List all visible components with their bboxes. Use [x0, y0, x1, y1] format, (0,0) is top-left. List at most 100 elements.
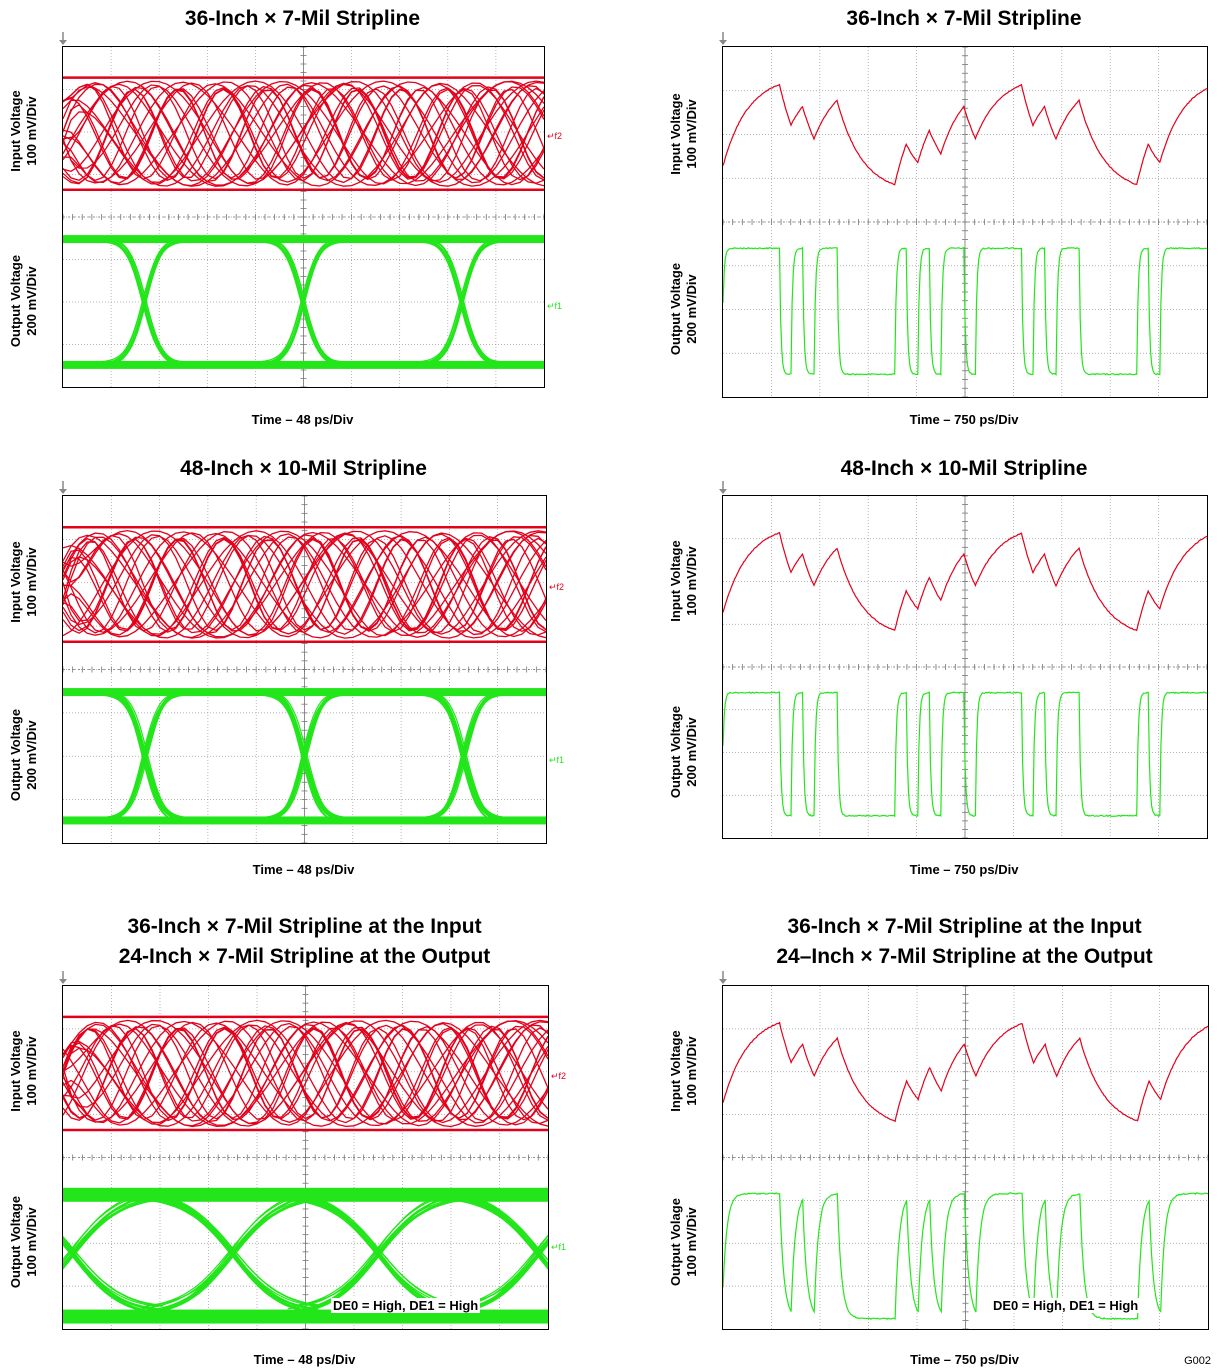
- x-axis-label: Time – 750 ps/Div: [909, 862, 1019, 877]
- output-eye-edge: [63, 238, 67, 241]
- output-eye-edge: [63, 689, 68, 692]
- output-eye-edge: [264, 690, 350, 821]
- input-eye-traces: [63, 76, 544, 192]
- input-eye-traces: [63, 525, 546, 643]
- scope-plot: [722, 985, 1209, 1330]
- marker-arrow-icon: ↵: [551, 1242, 559, 1253]
- output-eye-edge: [63, 692, 67, 694]
- marker-arrow-icon: ↵: [549, 755, 557, 766]
- input-eye-trace: [63, 530, 546, 636]
- output-eye-edge: [100, 692, 186, 821]
- y-axis-label-bot: Output Voltage 100 mV/Div: [8, 1167, 40, 1317]
- y-axis-scale: 200 mV/Div: [24, 720, 39, 790]
- marker-label: f2: [556, 581, 565, 592]
- y-axis-scale: 100 mV/Div: [24, 1036, 39, 1106]
- y-axis-label-top: Input Voltage 100 mV/Div: [668, 996, 700, 1146]
- y-axis-name: Input Voltage: [8, 541, 23, 623]
- input-eye-trace: [63, 81, 544, 187]
- output-eye-edge: [63, 1237, 164, 1307]
- output-eye-rail-high: [63, 235, 544, 244]
- x-axis-label: Time – 48 ps/Div: [251, 412, 354, 427]
- y-axis-label-top: Input Voltage 100 mV/Div: [8, 996, 40, 1146]
- output-eye-edge: [260, 692, 345, 821]
- panel-title-line: 36-Inch × 7-Mil Stripline: [846, 7, 1082, 30]
- output-eye-edge: [63, 692, 65, 695]
- y-axis-scale: 100 mV/Div: [684, 1207, 699, 1277]
- scope-plot: [62, 495, 547, 844]
- panel-title: 36-Inch × 7-Mil Stripline at the Input 24…: [682, 912, 1225, 972]
- marker-arrow-icon: ↵: [551, 1070, 559, 1081]
- output-waveform: [723, 1192, 1208, 1320]
- input-waveform: [723, 531, 1207, 632]
- scope-svg: [63, 47, 544, 387]
- y-axis-name: Output Voltage: [668, 262, 683, 355]
- y-axis-label-bot: Output Volage 100 mV/Div: [668, 1167, 700, 1317]
- output-eye-edge: [63, 239, 66, 241]
- y-axis-name: Input Voltage: [668, 539, 683, 622]
- channel-marker-top: ↵f2: [547, 131, 562, 142]
- output-eye-edge: [63, 238, 67, 241]
- output-eye-edge: [418, 690, 504, 823]
- output-eye-edge: [291, 1197, 468, 1312]
- output-eye-edge: [63, 816, 67, 819]
- input-eye-trace: [63, 530, 546, 639]
- output-eye-rail-low: [63, 816, 546, 825]
- y-axis-name: Output Volage: [668, 1198, 683, 1287]
- output-eye-edge: [63, 237, 68, 240]
- y-axis-scale: 100 mV/Div: [24, 547, 39, 617]
- input-eye-trace: [63, 1019, 548, 1127]
- output-eye-edge: [105, 690, 191, 821]
- x-axis-label: Time – 750 ps/Div: [910, 1352, 1019, 1367]
- input-eye-trace: [63, 1020, 548, 1125]
- scope-plot: [62, 46, 545, 388]
- input-eye-trace: [63, 81, 544, 186]
- output-eye-edge: [63, 816, 69, 819]
- panel-title-line: 48-Inch × 10-Mil Stripline: [180, 457, 427, 480]
- panel-title-line: 48-Inch × 10-Mil Stripline: [840, 457, 1088, 480]
- input-eye-trace: [63, 80, 544, 187]
- output-eye-traces: [63, 235, 544, 369]
- input-eye-trace: [63, 533, 546, 639]
- grid: [723, 986, 1208, 1329]
- scope-plot: [62, 985, 549, 1330]
- input-eye-trace: [63, 81, 544, 186]
- output-eye-edge: [259, 240, 344, 363]
- output-eye-edge: [63, 364, 67, 367]
- y-axis-scale: 100 mV/Div: [24, 96, 39, 166]
- y-axis-label-bot: Output Voltage 200 mV/Div: [8, 680, 40, 830]
- output-eye-edge: [451, 1197, 548, 1265]
- input-eye-trace: [63, 532, 546, 639]
- output-eye-rail-low: [63, 360, 544, 369]
- panel-title-line: 24-Inch × 7-Mil Stripline at the Output: [118, 945, 491, 968]
- figure-id: G002: [1184, 1355, 1211, 1367]
- scope-svg: [723, 986, 1208, 1329]
- y-axis-label-bot: Output Voltage 200 mV/Div: [8, 226, 40, 376]
- output-waveform: [723, 246, 1207, 376]
- y-axis-label-top: Input Voltage 100 mV/Div: [8, 507, 40, 657]
- input-waveform: [723, 1021, 1208, 1123]
- output-eye-edge: [63, 821, 65, 823]
- input-eye-trace: [63, 1021, 548, 1127]
- input-eye-trace: [63, 81, 544, 186]
- output-eye-edge: [261, 693, 347, 819]
- y-axis-scale: 100 mV/Div: [684, 98, 699, 169]
- panel-title-line: 36-Inch × 7-Mil Stripline at the Input: [787, 915, 1142, 938]
- output-eye-edge: [63, 821, 64, 823]
- input-eye-trace: [63, 82, 544, 186]
- output-eye-edge: [63, 365, 66, 368]
- scope-svg: [63, 986, 548, 1329]
- output-eye-rail-low: [63, 1309, 548, 1324]
- panel-title: 48-Inch × 10-Mil Stripline: [682, 454, 1225, 484]
- output-eye-edge: [259, 690, 345, 823]
- y-axis-name: Output Voltage: [668, 705, 683, 798]
- output-eye-edge: [63, 361, 65, 363]
- y-axis-name: Output Voltage: [8, 1196, 23, 1289]
- output-eye-edge: [103, 238, 189, 365]
- y-axis-scale: 200 mV/Div: [24, 266, 39, 336]
- scope-svg: [723, 47, 1207, 397]
- y-axis-label-top: Input Voltage 100 mV/Div: [8, 56, 40, 206]
- output-eye-edge: [103, 693, 189, 821]
- input-eye-trace: [63, 80, 544, 187]
- scope-svg: [63, 496, 546, 843]
- input-eye-trace: [63, 530, 546, 636]
